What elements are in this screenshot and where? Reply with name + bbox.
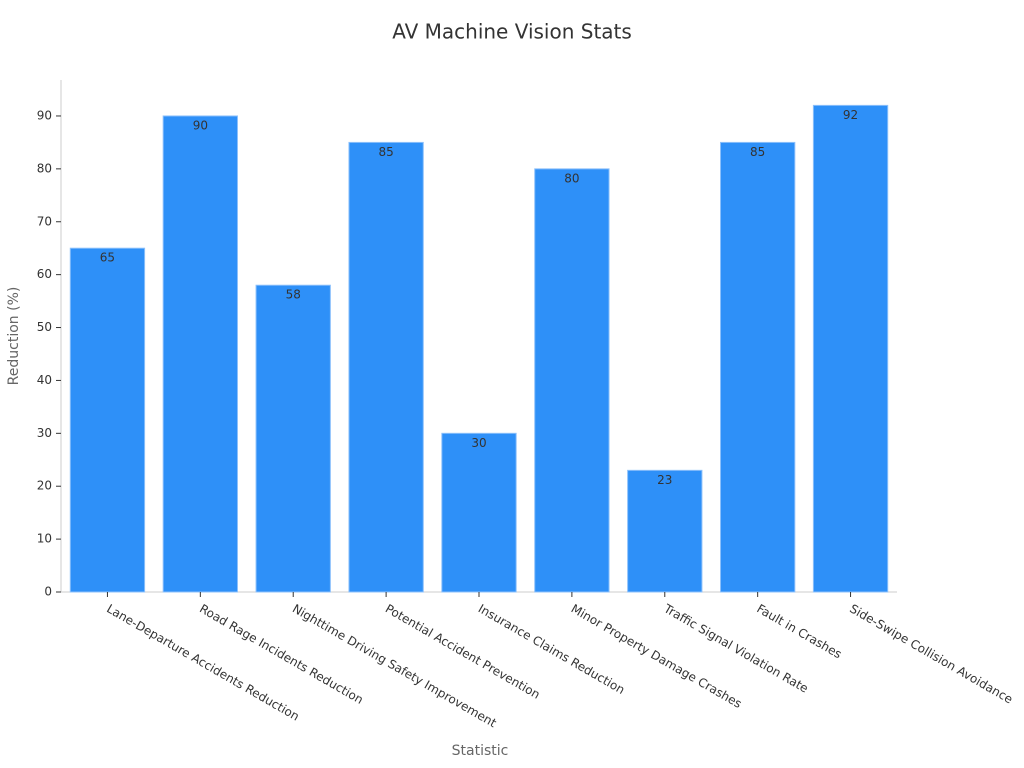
data-label: 85 xyxy=(750,145,765,159)
bar xyxy=(812,104,889,593)
x-tick-label: Side-Swipe Collision Avoidance xyxy=(847,602,1015,707)
data-label: 90 xyxy=(193,118,208,132)
x-tick-label: Potential Accident Prevention xyxy=(383,602,543,702)
x-tick-label: Nighttime Driving Safety Improvement xyxy=(290,602,499,731)
data-label: 85 xyxy=(378,145,393,159)
data-label: 30 xyxy=(471,436,486,450)
data-label: 65 xyxy=(100,251,115,265)
bar xyxy=(720,141,796,593)
y-tick-label: 70 xyxy=(37,214,52,228)
x-axis-title: Statistic xyxy=(452,743,509,759)
x-tick-label: Lane-Departure Accidents Reduction xyxy=(104,602,301,724)
y-tick-label: 20 xyxy=(37,479,52,493)
y-tick-label: 50 xyxy=(37,320,52,334)
x-tick-label: Traffic Signal Violation Rate xyxy=(661,601,811,696)
y-tick-label: 90 xyxy=(37,108,52,122)
y-tick-label: 10 xyxy=(37,532,52,546)
x-tick-label: Road Rage Incidents Reduction xyxy=(197,602,366,707)
data-label: 92 xyxy=(843,108,858,122)
x-tick-label: Fault in Crashes xyxy=(754,602,844,662)
data-label: 58 xyxy=(286,288,301,302)
data-label: 80 xyxy=(564,171,579,185)
bar xyxy=(348,141,424,593)
x-tick-label: Minor Property Damage Crashes xyxy=(569,602,745,711)
bar xyxy=(441,432,517,593)
y-tick-label: 60 xyxy=(37,267,52,281)
y-tick-label: 0 xyxy=(44,585,52,599)
y-axis-title: Reduction (%) xyxy=(6,287,22,386)
bar xyxy=(69,247,146,593)
bar xyxy=(162,115,238,593)
bar xyxy=(255,284,331,593)
x-tick-label: Insurance Claims Reduction xyxy=(476,602,627,698)
y-tick-label: 80 xyxy=(37,161,52,175)
bar xyxy=(534,168,610,593)
bar xyxy=(627,469,703,593)
y-tick-label: 30 xyxy=(37,426,52,440)
y-tick-label: 40 xyxy=(37,373,52,387)
data-label: 23 xyxy=(657,473,672,487)
chart-title: AV Machine Vision Stats xyxy=(392,20,632,44)
